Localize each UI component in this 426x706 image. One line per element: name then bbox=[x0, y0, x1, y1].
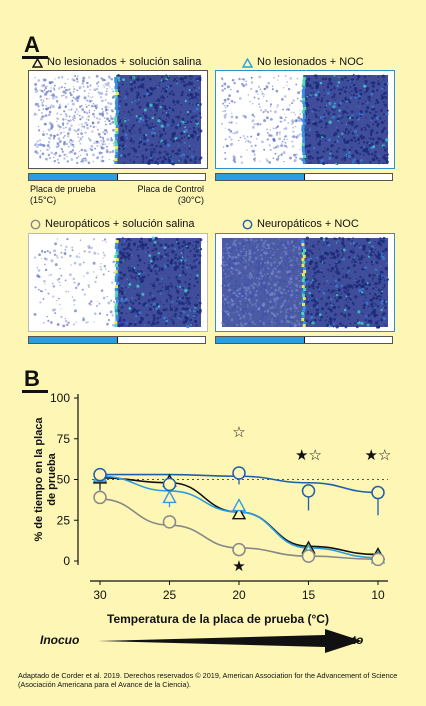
plate-test-label: Placa de prueba (15°C) bbox=[30, 184, 96, 205]
plate-bar-2 bbox=[215, 173, 393, 181]
black-triangle-icon bbox=[32, 57, 43, 68]
plate-control-label: Placa de Control (30°C) bbox=[137, 184, 204, 205]
footer-citation: Adaptado de Corder et al. 2019. Derechos… bbox=[18, 671, 398, 689]
marker-3-10 bbox=[371, 552, 385, 567]
significance-annotation-4: ★☆ bbox=[365, 446, 392, 464]
marker-2-no-lesionados--noc-25 bbox=[162, 489, 177, 504]
x-tick-label: 20 bbox=[232, 588, 246, 602]
x-tick-label: 15 bbox=[302, 588, 316, 602]
marker-2-no-lesionados--noc-20 bbox=[231, 498, 247, 512]
condition-label-2: No lesionados + NOC bbox=[257, 56, 364, 68]
plate-bar-4 bbox=[215, 336, 393, 344]
marker-4-20 bbox=[232, 466, 246, 480]
heatmap-no-lesionados-noc bbox=[215, 70, 395, 169]
marker-3-20 bbox=[232, 542, 246, 557]
condition-title-3: Neuropáticos + solución salina bbox=[30, 218, 195, 231]
marker-4-10 bbox=[371, 485, 385, 500]
y-tick-label: 0 bbox=[63, 554, 70, 568]
marker-3-30 bbox=[93, 490, 107, 505]
y-axis-label: % de tiempo en la placade prueba bbox=[33, 417, 58, 542]
y-tick-label: 100 bbox=[50, 391, 70, 405]
y-tick-label: 25 bbox=[57, 513, 71, 527]
significance-annotation-3: ★☆ bbox=[295, 446, 322, 464]
significance-annotation-2: ☆ bbox=[232, 423, 245, 441]
x-tick-label: 30 bbox=[93, 588, 107, 602]
x-axis-label: Temperatura de la placa de prueba (°C) bbox=[107, 612, 329, 626]
condition-label-1: No lesionados + solución salina bbox=[47, 56, 202, 68]
marker-4-25 bbox=[162, 477, 177, 492]
dark-blue-circle-icon bbox=[242, 219, 253, 230]
arrow-icon bbox=[98, 629, 362, 653]
marker-4-30 bbox=[93, 467, 107, 482]
plate-bar-3 bbox=[28, 336, 206, 344]
arrow-right-label: Molesto bbox=[318, 633, 364, 647]
heatmap-neuropaticos-salina bbox=[28, 233, 208, 332]
panel-b-underline bbox=[22, 390, 48, 393]
condition-title-1: No lesionados + solución salina bbox=[32, 56, 201, 69]
marker-3-15 bbox=[301, 549, 316, 563]
panel-a-underline bbox=[22, 56, 48, 59]
condition-label-4: Neuropáticos + NOC bbox=[257, 218, 359, 230]
condition-title-2: No lesionados + NOC bbox=[242, 56, 364, 69]
direction-arrow bbox=[98, 629, 362, 653]
y-tick-label: 50 bbox=[57, 473, 71, 487]
panel-a-letter: A bbox=[24, 32, 40, 57]
plate-bar-1 bbox=[28, 173, 206, 181]
panel-b-letter: B bbox=[24, 366, 40, 391]
gray-circle-icon bbox=[30, 219, 41, 230]
marker-3-25 bbox=[162, 515, 177, 529]
x-tick-label: 10 bbox=[371, 588, 385, 602]
condition-label-3: Neuropáticos + solución salina bbox=[45, 218, 195, 230]
heatmap-neuropaticos-noc bbox=[215, 233, 395, 332]
x-tick-label: 25 bbox=[163, 588, 177, 602]
condition-title-4: Neuropáticos + NOC bbox=[242, 218, 359, 231]
marker-4-15 bbox=[301, 484, 316, 498]
y-tick-label: 75 bbox=[57, 432, 71, 446]
significance-annotation-1: ★ bbox=[232, 557, 245, 575]
heatmap-no-lesionados-salina bbox=[28, 70, 208, 169]
arrow-left-label: Inocuo bbox=[40, 633, 80, 647]
marker-1-no-lesionados--solucin-salina-20 bbox=[231, 506, 247, 520]
line-chart: 0 25 50 75 100 30 25 20 15 10 Temperatura de la pl… bbox=[33, 391, 392, 626]
blue-triangle-icon bbox=[242, 57, 253, 68]
